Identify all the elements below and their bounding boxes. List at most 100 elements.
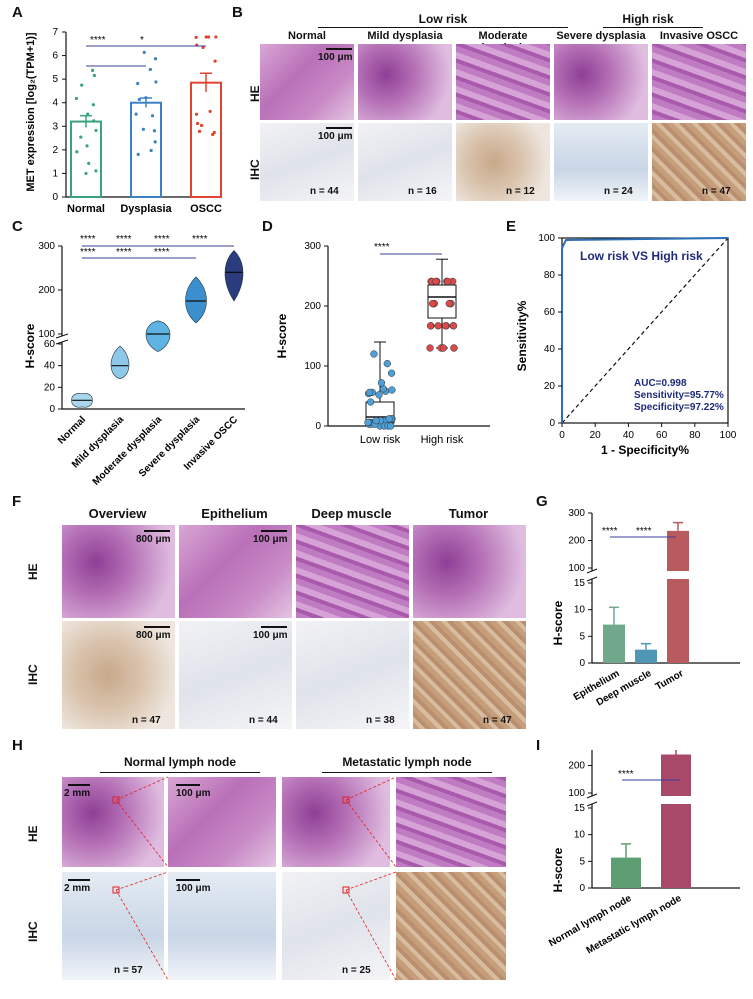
panel-h-scale-1: 2 mm	[64, 788, 91, 799]
panel-f-row-ihc: IHC	[26, 664, 40, 685]
panel-a-point	[195, 121, 200, 126]
panel-a-point	[90, 68, 95, 72]
panel-f-scalebar	[144, 530, 170, 532]
panel-b-ihc-image	[652, 123, 746, 201]
panel-a-point	[153, 57, 158, 61]
panel-e-sensitivity: Sensitivity=95.77%	[634, 390, 724, 401]
panel-b-ihc-image	[456, 123, 550, 201]
panel-g-break-mark	[586, 576, 598, 582]
panel-f-scale-1: 800 μm	[136, 534, 171, 545]
panel-b-ihc-image	[260, 123, 354, 201]
panel-b-he-image	[456, 44, 550, 120]
panel-b-n: n = 47	[702, 186, 731, 197]
panel-b-group-low-line	[318, 27, 568, 28]
panel-d-sig: ****	[374, 242, 390, 253]
panel-b-col-label: Invasive OSCC	[659, 30, 739, 42]
panel-d-point	[449, 322, 458, 330]
panel-c-ytick-label: 40	[44, 361, 56, 372]
panel-f-col-label: Epithelium	[201, 506, 268, 521]
panel-d-point	[432, 277, 440, 286]
panel-h-group-meta-line	[322, 772, 492, 773]
panel-i-ylabel: H-score	[551, 847, 565, 892]
panel-i-ytick-label: 0	[579, 883, 585, 894]
panel-d-chart: H-score 0 100 200 300 **** Low risk High ri…	[275, 241, 490, 446]
panel-c-ytick-label: 200	[38, 285, 55, 296]
panel-a-xlabel: Normal	[67, 203, 105, 215]
panel-a-point	[153, 140, 157, 144]
panel-i-xlabel: Metastatic lymph node	[585, 893, 684, 957]
panel-g-ytick-label: 0	[579, 658, 585, 669]
panel-label-e: E	[506, 218, 517, 235]
panel-a-sig-1: ****	[90, 35, 106, 46]
panel-label-d: D	[262, 218, 273, 235]
panel-f-ihc-image	[296, 621, 409, 729]
panel-b-scale-ihc: 100 μm	[318, 131, 353, 142]
panel-c-violin	[145, 320, 171, 352]
panel-e-xtick-label: 40	[623, 430, 635, 441]
panel-a-bar	[130, 101, 162, 198]
panel-d-point	[441, 322, 450, 330]
panel-c-sig-label: ****	[116, 247, 132, 258]
panel-b-col-label: Normal	[288, 30, 326, 42]
panel-h-scale-1b: 2 mm	[64, 883, 91, 894]
panel-d-xlabel-high: High risk	[421, 434, 464, 446]
panel-g-break-mark	[586, 568, 598, 574]
panel-g-xlabel: Deep muscle	[595, 668, 654, 709]
panel-a-point	[212, 130, 216, 135]
panel-a-point	[152, 129, 157, 133]
panel-a-point	[197, 129, 202, 133]
panel-b-he-image	[554, 44, 648, 120]
panel-a-point	[213, 59, 217, 63]
panel-f-scale-2: 100 μm	[253, 534, 288, 545]
panel-f-n: n = 44	[249, 715, 278, 726]
panel-e-xlabel: 1 - Specificity%	[601, 443, 689, 457]
panel-b-n: n = 44	[310, 186, 339, 197]
panel-d-point	[385, 415, 393, 423]
panel-f-n: n = 47	[483, 715, 512, 726]
panel-e-ytick-label: 40	[544, 344, 556, 355]
panel-h-row-he: HE	[26, 825, 40, 842]
panel-f-ihc-image	[62, 621, 175, 729]
panel-b-n: n = 12	[506, 186, 535, 197]
panel-c-ytick-label: 60	[44, 339, 56, 350]
panel-e-chart: Sensitivity% 00 20 20 40 40 60 60 80 80 100 100 Lo…	[515, 233, 737, 457]
panel-i-bar	[661, 754, 691, 796]
panel-h-n-meta: n = 25	[342, 965, 371, 976]
panel-b-he-image	[652, 44, 746, 120]
panel-a-ytick-label: 3	[52, 121, 58, 132]
panel-c-sig-label: ****	[80, 234, 96, 245]
panel-d-point	[387, 422, 395, 430]
panel-g-xlabel: Tumor	[654, 668, 686, 693]
panel-a-point	[94, 128, 98, 133]
panel-e-title: Low risk VS High risk	[580, 249, 703, 263]
panel-a-point	[214, 35, 218, 39]
panel-f-scalebar	[261, 530, 287, 532]
panel-a-point	[92, 73, 96, 78]
panel-g-sig-2: ****	[636, 526, 652, 537]
panel-e-xtick-label: 60	[656, 430, 668, 441]
panel-d-point	[370, 350, 378, 358]
panel-b-scalebar-ihc	[326, 127, 352, 129]
panel-d-point	[450, 344, 458, 352]
panel-i-break-mark	[586, 801, 598, 807]
panel-h-lymph-node-he-meta	[282, 777, 390, 867]
panel-a-point	[84, 171, 88, 176]
panel-a-ytick-label: 0	[52, 192, 58, 203]
panel-e-specificity: Specificity=97.22%	[634, 402, 724, 413]
panel-a-point	[94, 169, 98, 173]
panel-i-ytick-label: 5	[579, 856, 585, 867]
panel-a-point	[86, 112, 90, 116]
panel-f-scale-1b: 800 μm	[136, 630, 171, 641]
panel-d-point	[445, 299, 453, 308]
panel-f-row-he: HE	[26, 563, 40, 580]
panel-d-point	[364, 418, 372, 427]
panel-b-he-image	[358, 44, 452, 120]
panel-b-ihc-image	[358, 123, 452, 201]
panel-c-sig-label: ****	[154, 234, 170, 245]
panel-label-g: G	[536, 493, 548, 510]
panel-f-he-image	[296, 525, 409, 618]
panel-c-ytick-label: 0	[49, 404, 55, 415]
panel-a-point	[137, 97, 141, 102]
panel-h-scalebar	[68, 784, 90, 786]
